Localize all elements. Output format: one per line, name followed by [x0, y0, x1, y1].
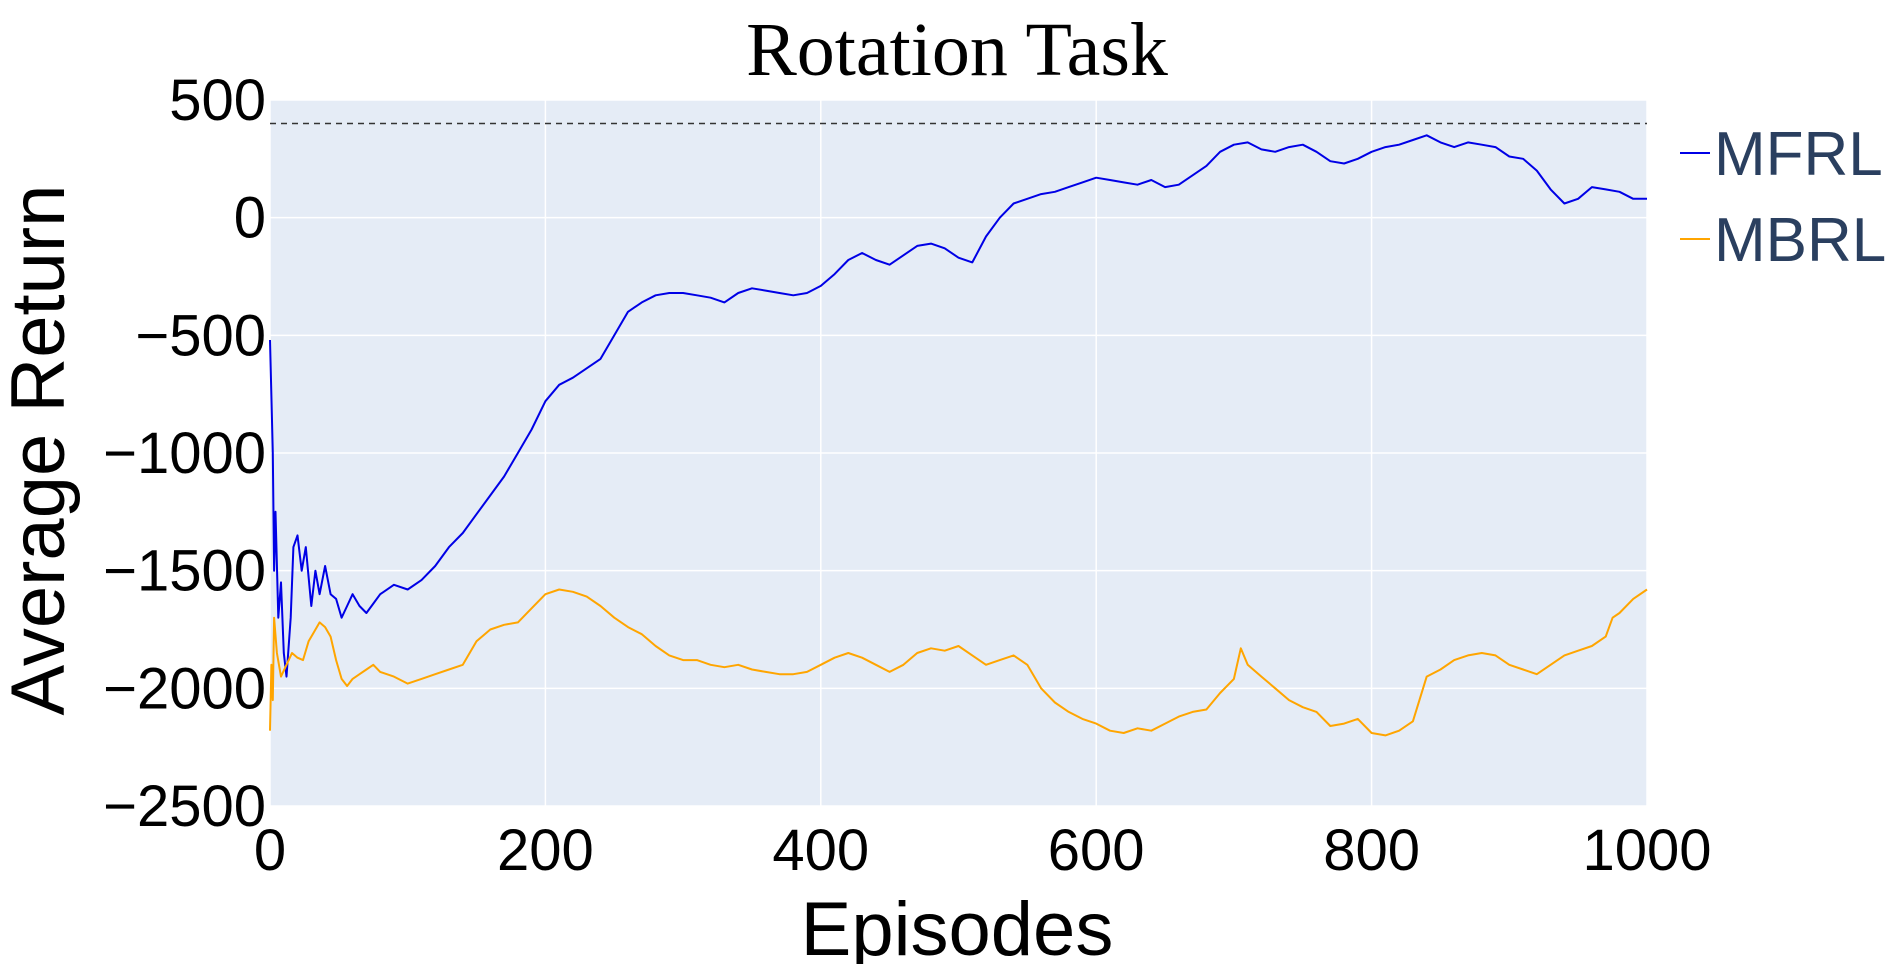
y-tick-label: −2500	[103, 774, 266, 839]
x-tick-label: 200	[497, 818, 594, 883]
y-tick-label: 0	[234, 186, 266, 251]
y-tick-label: −1500	[103, 539, 266, 604]
y-tick-label: 500	[169, 68, 266, 133]
y-tick-label: −2000	[103, 656, 266, 721]
x-tick-label: 400	[772, 818, 869, 883]
chart-title: Rotation Task	[746, 8, 1168, 92]
legend: MFRL MBRL	[1680, 120, 1886, 275]
series-group	[269, 134, 1648, 737]
legend-label-mbrl: MBRL	[1714, 206, 1886, 275]
x-tick-labels: 0 200 400 600 800 1000	[254, 818, 1712, 883]
y-tick-labels: 500 0 −500 −1000 −1500 −2000 −2500	[103, 68, 266, 839]
x-axis-title: Episodes	[801, 887, 1114, 964]
series-line-mbrl	[269, 588, 1648, 737]
y-axis-title: Average Return	[0, 185, 81, 716]
series-line-mfrl	[269, 134, 1647, 678]
x-tick-label: 600	[1048, 818, 1145, 883]
legend-label-mfrl: MFRL	[1714, 120, 1883, 189]
x-tick-label: 1000	[1582, 818, 1711, 883]
x-tick-label: 0	[254, 818, 286, 883]
y-tick-label: −500	[135, 303, 266, 368]
y-tick-label: −1000	[103, 421, 266, 486]
x-tick-label: 800	[1323, 818, 1420, 883]
grid-lines	[269, 99, 1648, 807]
